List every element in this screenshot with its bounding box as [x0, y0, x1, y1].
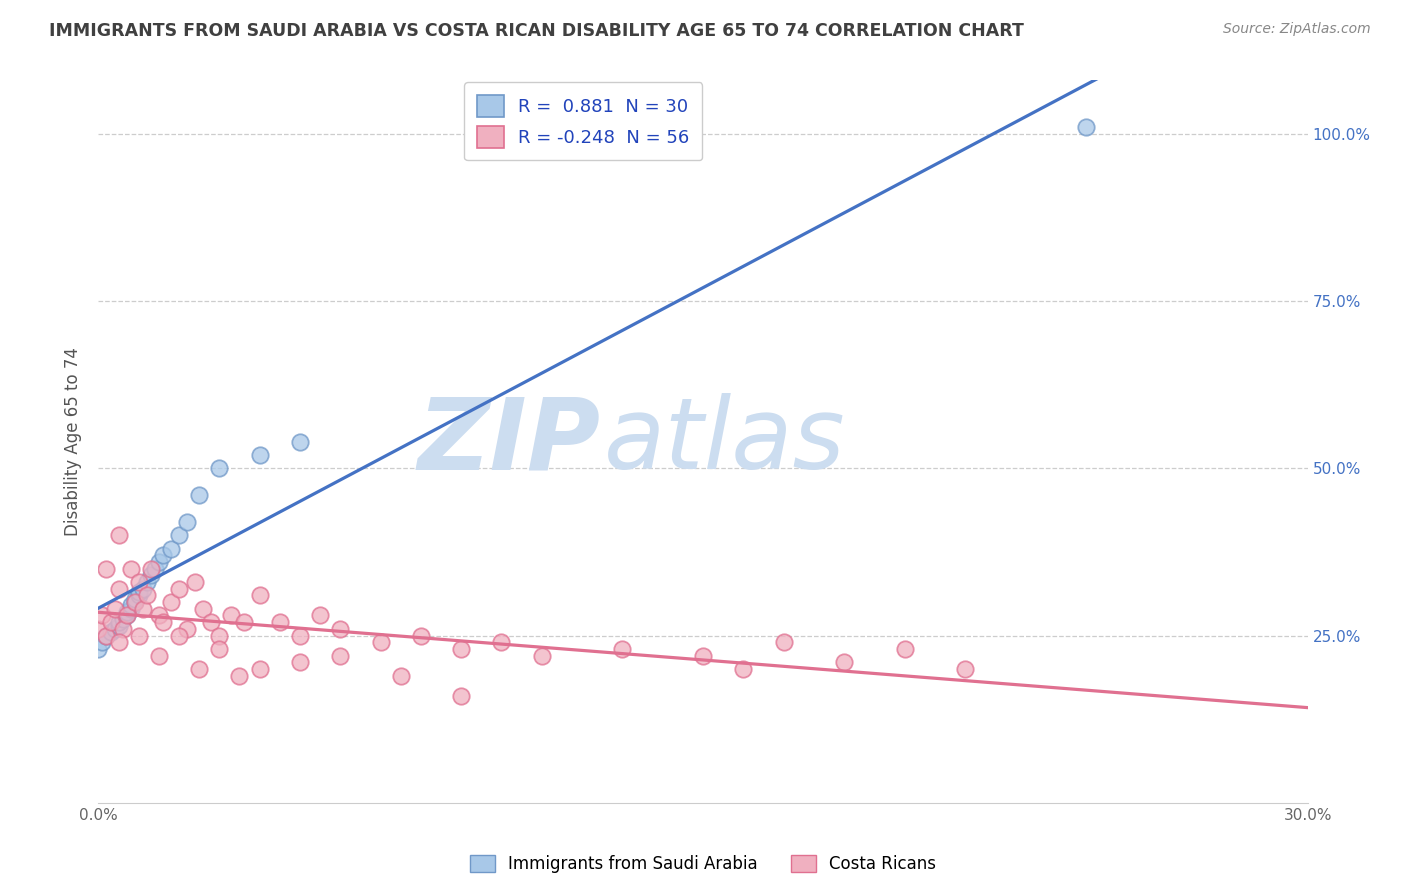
Point: [135, 589, 157, 603]
Point: [450, 642, 472, 657]
Point: [124, 595, 146, 609]
Point: [208, 461, 231, 475]
Point: [208, 642, 231, 657]
Point: [128, 589, 150, 603]
Point: [288, 655, 311, 669]
Point: [148, 555, 170, 569]
Point: [389, 669, 412, 683]
Point: [409, 628, 432, 642]
Point: [107, 615, 129, 630]
Point: [96, 562, 118, 576]
Point: [91, 635, 114, 649]
Legend: Immigrants from Saudi Arabia, Costa Ricans: Immigrants from Saudi Arabia, Costa Rica…: [463, 848, 943, 880]
Point: [111, 612, 134, 626]
Point: [193, 602, 215, 616]
Point: [221, 608, 243, 623]
Point: [128, 628, 150, 642]
Point: [115, 608, 138, 623]
Point: [148, 608, 170, 623]
Point: [107, 528, 129, 542]
Point: [249, 448, 271, 462]
Point: [309, 608, 332, 623]
Point: [1074, 120, 1097, 135]
Point: [100, 625, 122, 640]
Point: [176, 515, 198, 529]
Point: [120, 602, 142, 616]
Point: [232, 615, 254, 630]
Point: [107, 618, 129, 632]
Point: [124, 591, 146, 606]
Point: [103, 622, 125, 636]
Point: [167, 528, 190, 542]
Point: [120, 562, 142, 576]
Point: [249, 662, 271, 676]
Point: [128, 575, 150, 590]
Point: [249, 589, 271, 603]
Point: [128, 585, 150, 599]
Point: [692, 648, 714, 663]
Point: [132, 582, 155, 596]
Point: [208, 628, 231, 642]
Point: [87, 622, 110, 636]
Point: [450, 689, 472, 703]
Point: [91, 608, 114, 623]
Point: [107, 582, 129, 596]
Point: [269, 615, 291, 630]
Point: [200, 615, 222, 630]
Point: [832, 655, 855, 669]
Point: [115, 608, 138, 623]
Point: [329, 622, 352, 636]
Point: [96, 628, 118, 642]
Point: [188, 662, 211, 676]
Point: [228, 669, 250, 683]
Point: [124, 595, 146, 609]
Point: [530, 648, 553, 663]
Point: [288, 434, 311, 449]
Text: Source: ZipAtlas.com: Source: ZipAtlas.com: [1223, 22, 1371, 37]
Point: [733, 662, 755, 676]
Point: [107, 635, 129, 649]
Point: [491, 635, 513, 649]
Point: [329, 648, 352, 663]
Point: [167, 628, 190, 642]
Point: [184, 575, 207, 590]
Point: [152, 548, 174, 563]
Point: [115, 605, 138, 619]
Point: [612, 642, 634, 657]
Point: [160, 541, 183, 556]
Point: [139, 568, 162, 582]
Point: [370, 635, 392, 649]
Point: [148, 648, 170, 663]
Point: [120, 599, 142, 613]
Point: [167, 582, 190, 596]
Point: [100, 615, 122, 630]
Point: [139, 562, 162, 576]
Point: [111, 622, 134, 636]
Point: [96, 628, 118, 642]
Point: [188, 488, 211, 502]
Point: [176, 622, 198, 636]
Point: [143, 562, 166, 576]
Point: [87, 642, 110, 657]
Point: [132, 602, 155, 616]
Point: [288, 628, 311, 642]
Text: IMMIGRANTS FROM SAUDI ARABIA VS COSTA RICAN DISABILITY AGE 65 TO 74 CORRELATION : IMMIGRANTS FROM SAUDI ARABIA VS COSTA RI…: [49, 22, 1024, 40]
Point: [160, 595, 183, 609]
Point: [103, 602, 125, 616]
Y-axis label: Disability Age 65 to 74: Disability Age 65 to 74: [63, 347, 82, 536]
Text: ZIP: ZIP: [418, 393, 600, 490]
Point: [953, 662, 976, 676]
Text: atlas: atlas: [603, 393, 845, 490]
Point: [772, 635, 794, 649]
Point: [893, 642, 915, 657]
Point: [152, 615, 174, 630]
Legend: R =  0.881  N = 30, R = -0.248  N = 56: R = 0.881 N = 30, R = -0.248 N = 56: [464, 82, 702, 161]
Point: [135, 575, 157, 590]
